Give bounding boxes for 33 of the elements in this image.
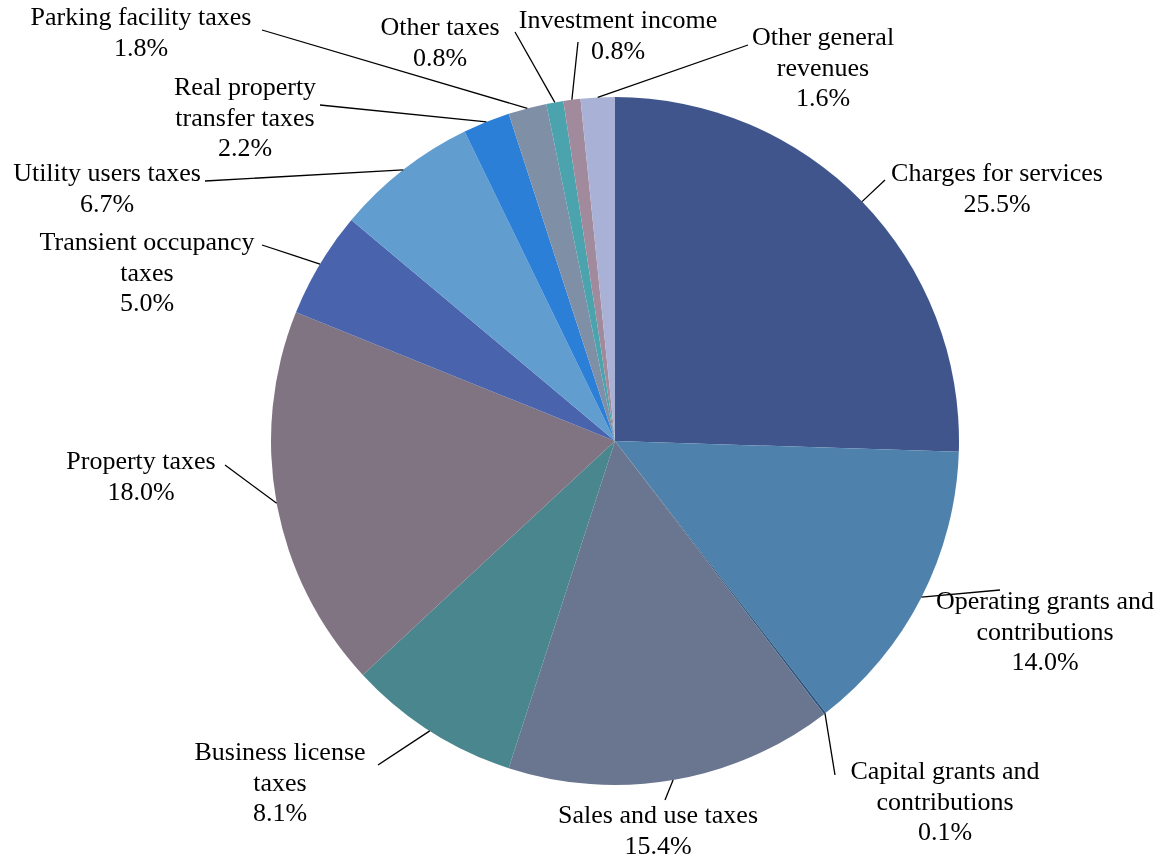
slice-label: Parking facility taxes (30, 2, 252, 31)
slice-label: Real property transfer taxes (173, 72, 317, 132)
data-label: 0.1% (917, 817, 973, 846)
slice-label: Charges for services (891, 158, 1103, 187)
pie-slice (271, 312, 615, 675)
data-label: 8.1% (252, 798, 308, 827)
slice-label: Property taxes (66, 446, 216, 475)
slice-label: Other general revenues (751, 22, 895, 82)
slice-label: Utility users taxes (13, 158, 201, 187)
data-label: 0.8% (412, 42, 468, 72)
slice-label: Operating grants and contributions (935, 586, 1155, 646)
data-label: 15.4% (624, 830, 692, 855)
data-label: 5.0% (119, 288, 175, 317)
slice-label: Business license taxes (194, 737, 366, 797)
slice-label: Transient occupancy taxes (39, 227, 255, 287)
slice-label: Other taxes (380, 12, 500, 41)
slice-label: Investment income (518, 5, 718, 34)
pie-slice (464, 113, 615, 441)
slice-label: Capital grants and contributions (850, 756, 1040, 816)
data-label: 25.5% (963, 188, 1031, 218)
data-label: 0.8% (590, 35, 646, 65)
data-label: 1.8% (113, 32, 169, 62)
data-label: 6.7% (79, 188, 135, 218)
data-label: 1.6% (795, 83, 851, 112)
data-label: 2.2% (217, 133, 273, 162)
pie-slice (563, 98, 615, 441)
pie-slice (295, 220, 615, 441)
data-label: 14.0% (1011, 647, 1079, 676)
pie-slice (351, 131, 615, 441)
pie-slice (546, 100, 615, 441)
pie-slice (508, 441, 825, 785)
slice-label: Sales and use taxes (557, 800, 759, 829)
data-label: 18.0% (107, 476, 175, 506)
